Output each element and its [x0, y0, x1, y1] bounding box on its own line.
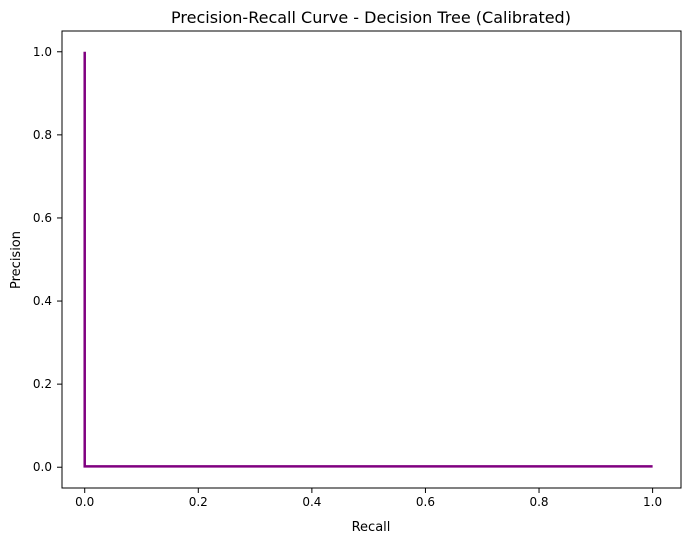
x-axis-label: Recall: [352, 520, 391, 535]
y-axis-ticks: 0.0 0.2 0.4 0.6 0.8 1.0: [33, 45, 62, 474]
x-tick-label: 0.2: [189, 495, 208, 509]
x-tick-label: 0.8: [529, 495, 548, 509]
x-tick-label: 0.4: [302, 495, 321, 509]
y-tick-label: 0.0: [33, 460, 52, 474]
y-tick-label: 0.2: [33, 377, 52, 391]
x-tick-label: 0.6: [416, 495, 435, 509]
plot-area: [83, 51, 653, 468]
y-tick-label: 0.8: [33, 128, 52, 142]
x-tick-label: 1.0: [643, 495, 662, 509]
chart-title: Precision-Recall Curve - Decision Tree (…: [171, 8, 571, 27]
x-tick-label: 0.0: [75, 495, 94, 509]
precision-recall-series-line: [83, 51, 653, 468]
y-tick-label: 0.6: [33, 211, 52, 225]
x-axis-ticks: 0.0 0.2 0.4 0.6 0.8 1.0: [75, 488, 662, 509]
y-tick-label: 0.4: [33, 294, 52, 308]
y-axis-label: Precision: [9, 231, 24, 289]
y-tick-label: 1.0: [33, 45, 52, 59]
plot-frame: [61, 30, 682, 489]
